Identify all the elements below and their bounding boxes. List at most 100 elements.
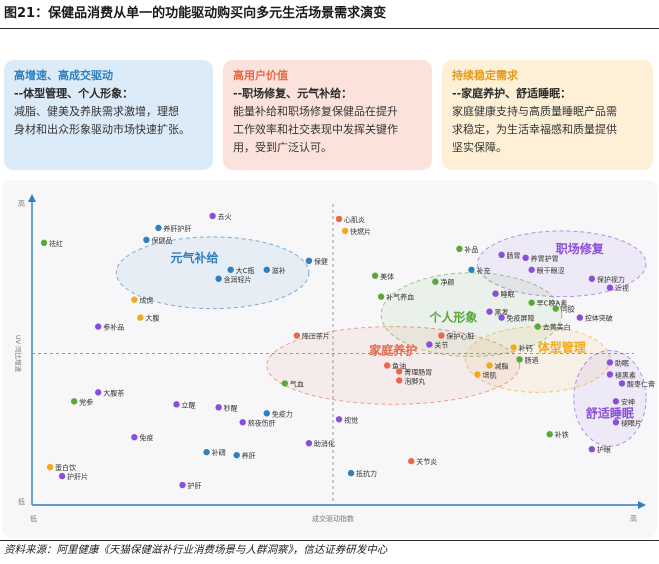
point-补气养血 [377,293,385,300]
point-成虎 [131,296,138,303]
card-subtitle: --家庭养护、舒适睡眠： [452,87,572,100]
point-视觉 [335,416,343,423]
cluster-个人形象 [380,272,563,357]
cluster-label-家庭养护: 家庭养护 [369,343,417,358]
point-label-免疫: 免疫 [139,433,153,442]
point-label-护肝: 护肝 [188,481,202,490]
cluster-label-元气补给: 元气补给 [171,250,219,265]
point-保健品 [143,236,150,244]
point-关节炎 [408,457,415,465]
point-label-祛红: 祛红 [49,239,63,248]
page-title: 图21：保健品消费从单一的功能驱动购买向多元生活场景需求演变 [4,6,387,21]
card-stable-demand: 持续稳定需求 --家庭养护、舒适睡眠： 家庭健康支持与高质量睡眠产品需 求稳定，… [442,60,653,170]
point-免疫力 [263,410,270,417]
source-note: 资料来源：阿里健康《天猫保健滋补行业消费场景与人群洞察》，信达证券研发中心 [4,544,388,556]
point-label-褪黑素: 褪黑素 [615,370,636,379]
point-保护视力 [588,275,596,282]
point-label-补礴: 补礴 [212,448,226,457]
point-label-秒醒: 秒醒 [224,403,238,412]
point-含润轻片 [215,275,222,282]
point-label-美体: 美体 [380,272,394,281]
point-大腹 [137,314,144,321]
point-立醒 [173,401,180,408]
point-label-净颜: 净颜 [440,278,454,287]
point-养肝 [233,451,240,459]
x-axis-high-label: 高 [630,514,637,523]
point-熬夜伤肝 [239,419,246,426]
point-护肝 [179,481,186,489]
point-安神 [612,398,620,405]
point-滋补 [263,266,270,273]
point-label-控体突破: 控体突破 [585,314,613,323]
point-补充 [468,266,475,273]
point-褪黑素 [606,371,614,378]
point-label-抵抗力: 抵抗力 [356,469,377,478]
point-酸枣仁膏 [618,380,626,387]
point-睡眠 [492,290,499,297]
point-label-肠道: 肠道 [525,355,539,364]
point-秒醒 [215,404,222,411]
point-祛红 [40,239,48,247]
cluster-label-舒适睡眠: 舒适睡眠 [585,405,634,420]
card-title: 持续稳定需求 [452,69,518,82]
point-label-快燃片: 快燃片 [350,227,371,236]
point-关节 [426,341,433,348]
chart-background [2,180,657,538]
point-助消化 [305,440,313,447]
x-axis-title: 成交驱动指数 [312,514,354,523]
point-label-早C晚A素: 早C晚A素 [537,299,568,308]
point-气血 [281,380,289,387]
cluster-label-职场修复: 职场修复 [556,241,605,256]
point-肠道 [516,356,523,363]
card-description-line: 求稳定，为生活幸福感和质量提供 [452,123,617,136]
cluster-职场修复 [476,230,647,298]
point-label-黑发: 黑发 [495,308,509,317]
point-label-近视: 近视 [615,284,629,293]
point-label-养肝护肝: 养肝护肝 [163,224,191,233]
card-user-value: 高用户价值 --职场修复、元气补给： 能量补给和职场修复保健品在提升 工作效率和… [223,60,432,170]
y-axis-low-label: 低 [18,497,25,506]
point-菁理肠胃 [396,368,403,375]
point-心肌炎 [335,215,343,223]
point-label-泡脚丸: 泡脚丸 [404,376,425,385]
point-免疫屏障 [498,314,505,321]
point-早C晚A素 [528,299,535,306]
point-label-党参: 党参 [79,397,93,406]
point-降压茶片 [293,332,301,339]
point-label-褪眼片: 褪眼片 [621,418,642,427]
point-补铁 [546,431,553,438]
point-label-免疫力: 免疫力 [272,409,293,418]
cluster-舒适睡眠 [573,350,647,447]
point-label-立醒: 立醒 [181,400,195,409]
point-label-成虎: 成虎 [139,296,153,305]
point-大腹茶 [95,389,102,396]
point-label-补铁: 补铁 [555,430,569,439]
point-label-眼干眼涩: 眼干眼涩 [537,266,565,275]
point-党参 [70,398,78,405]
point-label-滋补: 滋补 [272,266,286,275]
point-label-大腹: 大腹 [145,314,159,323]
point-美体 [371,272,379,279]
point-免疫 [131,434,138,441]
point-label-关节炎: 关节炎 [416,457,437,466]
card-subtitle: --职场修复、元气补给： [233,87,353,100]
point-label-气血: 气血 [290,379,304,388]
point-黑发 [486,308,493,315]
x-axis-low-label: 低 [30,514,37,523]
point-保护心脏 [438,332,445,339]
point-补礴 [203,448,210,456]
point-label-酸枣仁膏: 酸枣仁膏 [627,379,655,388]
point-保健 [305,257,313,265]
point-label-补品: 补品 [464,245,478,254]
y-axis-high-label: 高 [18,199,25,208]
card-description-line: 身材和出众形象驱动市场快速扩张。 [14,123,190,136]
point-label-视觉: 视觉 [344,415,358,424]
title-divider [0,28,659,29]
point-补品 [456,245,463,253]
card-description-line: 坚实保障。 [452,141,507,154]
point-label-去黄美白: 去黄美白 [543,323,571,332]
point-label-养肝: 养肝 [242,451,256,460]
point-同胶 [552,305,559,312]
y-axis-arrow [28,194,36,202]
